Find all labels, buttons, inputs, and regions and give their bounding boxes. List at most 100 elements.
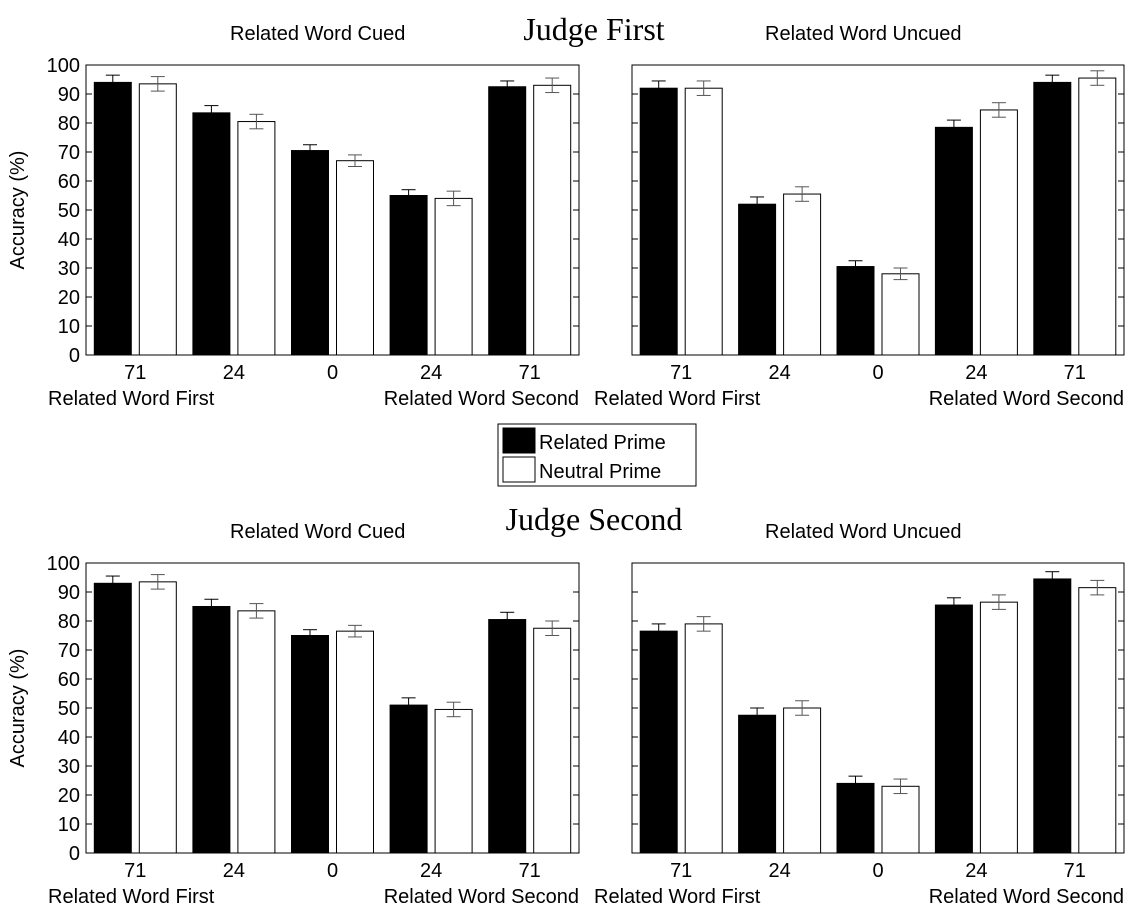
bar-related-prime [934, 126, 973, 356]
bar-related-prime [192, 112, 231, 356]
x-axis-label-left: Related Word First [48, 388, 215, 410]
y-tick-label: 30 [58, 258, 80, 280]
group-title-judge-second: Judge Second [506, 501, 683, 537]
x-tick-label: 71 [670, 362, 692, 384]
chart-panel-2: Related Word Uncued 71 24 0 24 71 Related Word… [594, 23, 1125, 410]
chart-panel-3: Related Word Cued 0 10 20 30 40 50 60 70 80 90 100 A… [7, 521, 580, 905]
plot-frame [85, 64, 580, 356]
x-axis-label-right: Related Word Second [929, 886, 1124, 905]
chart-panel-1: Related Word Cued 0 10 20 30 40 50 60 70 80 90 100 A… [7, 23, 580, 410]
y-tick-label: 40 [58, 727, 80, 749]
x-axis-label-right: Related Word Second [384, 388, 579, 410]
x-tick-label: 24 [223, 860, 245, 882]
x-tick-label: 71 [124, 860, 146, 882]
bar-related-prime [1033, 81, 1072, 356]
bar-related-prime [192, 606, 231, 854]
x-tick-label: 24 [965, 860, 987, 882]
bar-neutral-prime [237, 121, 276, 356]
bar-neutral-prime [138, 581, 177, 854]
bar-related-prime [291, 635, 329, 854]
y-tick-label: 60 [58, 171, 80, 193]
x-axis-label-right: Related Word Second [384, 886, 579, 905]
bar-neutral-prime [783, 707, 822, 854]
plot-frame [631, 562, 1125, 854]
bar-related-prime [836, 782, 875, 854]
x-axis-label-right: Related Word Second [929, 388, 1124, 410]
bar-related-prime [488, 619, 527, 854]
y-tick-label: 50 [58, 200, 80, 222]
y-axis-label: Accuracy (%) [7, 151, 29, 270]
bar-related-prime [389, 195, 428, 356]
x-tick-label: 0 [327, 860, 338, 882]
bar-related-prime [639, 87, 678, 356]
y-tick-label: 40 [58, 229, 80, 251]
y-tick-label: 100 [47, 55, 80, 77]
panel-title: Related Word Cued [230, 521, 405, 543]
x-axis-label-left: Related Word First [48, 886, 215, 905]
bar-related-prime [1033, 578, 1072, 854]
bar-neutral-prime [533, 627, 572, 854]
x-tick-label: 24 [223, 362, 245, 384]
bar-neutral-prime [684, 623, 723, 854]
y-tick-label: 20 [58, 287, 80, 309]
bar-neutral-prime [1078, 77, 1117, 356]
bar-related-prime [93, 81, 132, 356]
bar-neutral-prime [434, 708, 473, 854]
y-tick-label: 20 [58, 785, 80, 807]
bar-related-prime [836, 266, 875, 356]
plot-frame [631, 64, 1125, 356]
chart-panel-4: Related Word Uncued 71 24 0 24 71 Related Word… [594, 521, 1125, 905]
x-tick-label: 71 [519, 860, 541, 882]
bar-related-prime [639, 630, 678, 854]
y-tick-label: 100 [47, 553, 80, 575]
x-tick-label: 71 [1064, 362, 1086, 384]
panels: Related Word Cued0102030405060708090100A… [7, 23, 1125, 905]
y-tick-label: 60 [58, 669, 80, 691]
x-tick-label: 71 [670, 860, 692, 882]
x-tick-label: 0 [872, 860, 883, 882]
y-tick-label: 10 [58, 814, 80, 836]
bar-neutral-prime [237, 610, 276, 854]
x-tick-label: 0 [327, 362, 338, 384]
panel-title: Related Word Cued [230, 23, 405, 45]
y-tick-label: 10 [58, 316, 80, 338]
bar-related-prime [934, 604, 973, 854]
bar-neutral-prime [881, 785, 920, 854]
y-tick-label: 0 [69, 843, 80, 865]
bar-neutral-prime [336, 160, 374, 356]
legend-swatch-related-prime [502, 427, 536, 454]
x-tick-label: 71 [124, 362, 146, 384]
bar-neutral-prime [138, 83, 177, 356]
bar-neutral-prime [979, 601, 1018, 854]
x-tick-label: 24 [420, 860, 442, 882]
x-tick-label: 24 [768, 362, 790, 384]
legend-label-neutral-prime: Neutral Prime [539, 461, 661, 483]
bar-related-prime [738, 203, 777, 356]
bar-related-prime [291, 150, 329, 356]
bar-neutral-prime [1078, 587, 1117, 854]
y-tick-label: 90 [58, 582, 80, 604]
x-axis-label-left: Related Word First [594, 886, 761, 905]
x-tick-label: 24 [965, 362, 987, 384]
legend-swatch-neutral-prime [502, 456, 536, 483]
legend-label-related-prime: Related Prime [539, 432, 666, 454]
x-tick-label: 0 [872, 362, 883, 384]
bar-neutral-prime [684, 87, 723, 356]
bar-neutral-prime [979, 109, 1018, 356]
x-tick-label: 71 [1064, 860, 1086, 882]
bar-neutral-prime [881, 273, 920, 356]
bar-neutral-prime [336, 630, 374, 854]
group-title-judge-first: Judge First [523, 11, 664, 47]
bar-related-prime [488, 86, 527, 356]
bar-neutral-prime [783, 193, 822, 356]
y-tick-label: 70 [58, 142, 80, 164]
panel-title: Related Word Uncued [765, 23, 961, 45]
x-tick-label: 71 [519, 362, 541, 384]
y-tick-label: 70 [58, 640, 80, 662]
panel-title: Related Word Uncued [765, 521, 961, 543]
y-tick-label: 0 [69, 345, 80, 367]
bar-related-prime [389, 704, 428, 854]
bar-neutral-prime [434, 197, 473, 356]
y-axis-label: Accuracy (%) [7, 649, 29, 768]
